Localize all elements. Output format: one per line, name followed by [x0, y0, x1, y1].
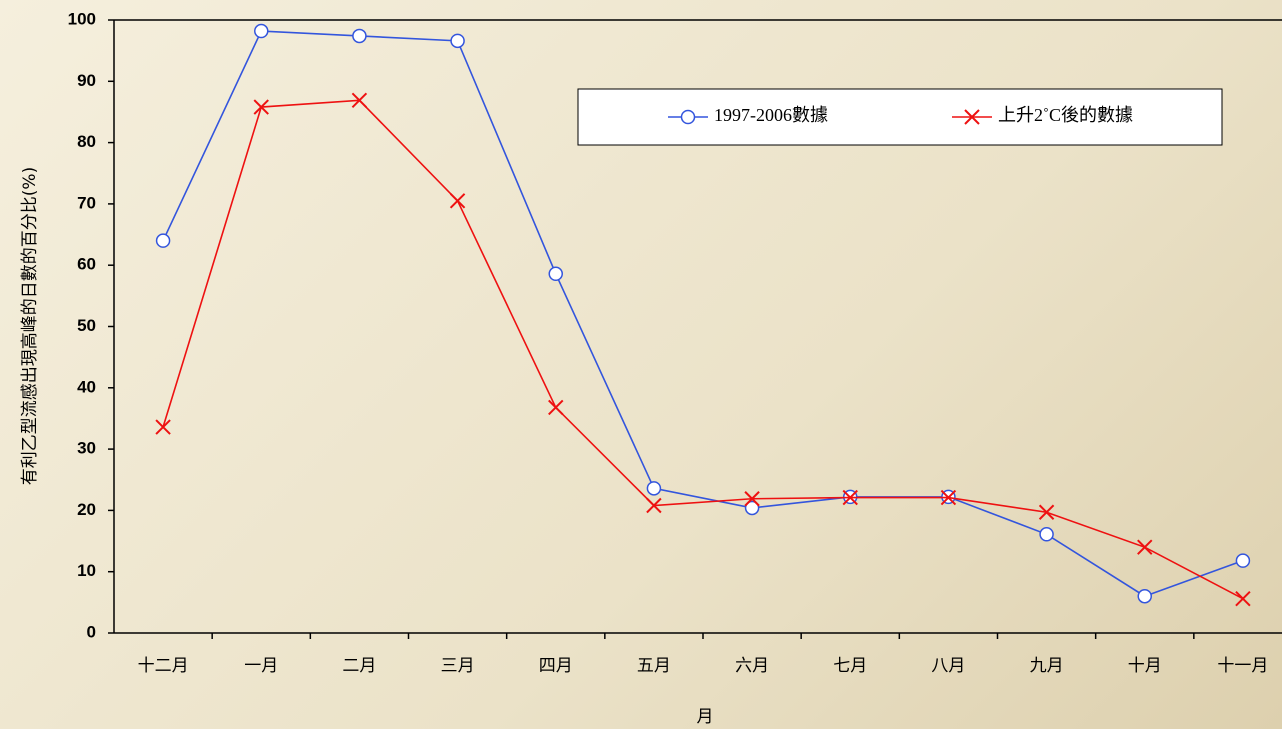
- y-tick-label: 30: [77, 439, 96, 458]
- x-tick-label: 二月: [342, 656, 376, 676]
- legend-marker: [964, 109, 980, 125]
- data-point: [1038, 504, 1055, 520]
- legend-marker: [680, 109, 696, 125]
- data-point: [450, 33, 465, 49]
- y-tick-label: 50: [77, 316, 96, 335]
- data-point: [646, 481, 662, 496]
- x-tick-label: 六月: [735, 656, 769, 676]
- data-point: [940, 489, 957, 506]
- data-point: [1039, 527, 1054, 542]
- data-point: [1137, 588, 1152, 604]
- data-point: [352, 28, 367, 44]
- data-point: [351, 92, 368, 109]
- data-point: [253, 99, 269, 115]
- x-tick-label: 八月: [931, 656, 965, 676]
- data-point: [449, 193, 466, 209]
- y-tick-label: 100: [68, 9, 96, 28]
- y-tick-label: 10: [77, 561, 96, 580]
- legend-label: 上升2˚C後的數據: [998, 105, 1133, 125]
- x-tick-label: 十二月: [138, 656, 189, 676]
- series-line: [162, 99, 1244, 600]
- series-line: [162, 30, 1244, 598]
- x-tick-label: 一月: [244, 656, 278, 676]
- x-tick-label: 七月: [833, 656, 867, 676]
- x-tick-label: 九月: [1030, 656, 1064, 676]
- data-point: [646, 497, 662, 514]
- data-point: [1235, 590, 1251, 607]
- x-tick-label: 五月: [637, 656, 671, 676]
- data-point: [1235, 553, 1251, 568]
- y-tick-label: 0: [87, 622, 96, 641]
- data-point: [155, 233, 171, 248]
- y-tick-label: 90: [77, 71, 96, 90]
- data-point: [254, 23, 269, 39]
- x-tick-label: 十月: [1128, 656, 1162, 676]
- y-tick-label: 70: [77, 193, 96, 212]
- data-point: [842, 489, 858, 506]
- data-point: [1137, 539, 1153, 555]
- x-tick-label: 十一月: [1217, 656, 1268, 676]
- y-tick-label: 80: [77, 132, 96, 151]
- x-tick-label: 四月: [539, 656, 573, 676]
- data-point: [548, 399, 564, 416]
- y-tick-label: 40: [77, 377, 96, 396]
- legend: 1997-2006數據 上升2˚C後的數據: [577, 88, 1223, 146]
- y-tick-label: 60: [77, 255, 96, 274]
- x-axis-label: 月: [697, 707, 714, 727]
- data-point: [548, 266, 563, 282]
- x-tick-label: 三月: [441, 656, 475, 676]
- data-point: [155, 419, 171, 435]
- data-point: [744, 491, 760, 507]
- y-tick-label: 20: [77, 500, 96, 519]
- legend-label: 1997-2006數據: [714, 105, 828, 125]
- y-axis-label: 有利乙型流感出現高峰的日數的百分比(%): [20, 167, 40, 485]
- data-point: [744, 500, 760, 516]
